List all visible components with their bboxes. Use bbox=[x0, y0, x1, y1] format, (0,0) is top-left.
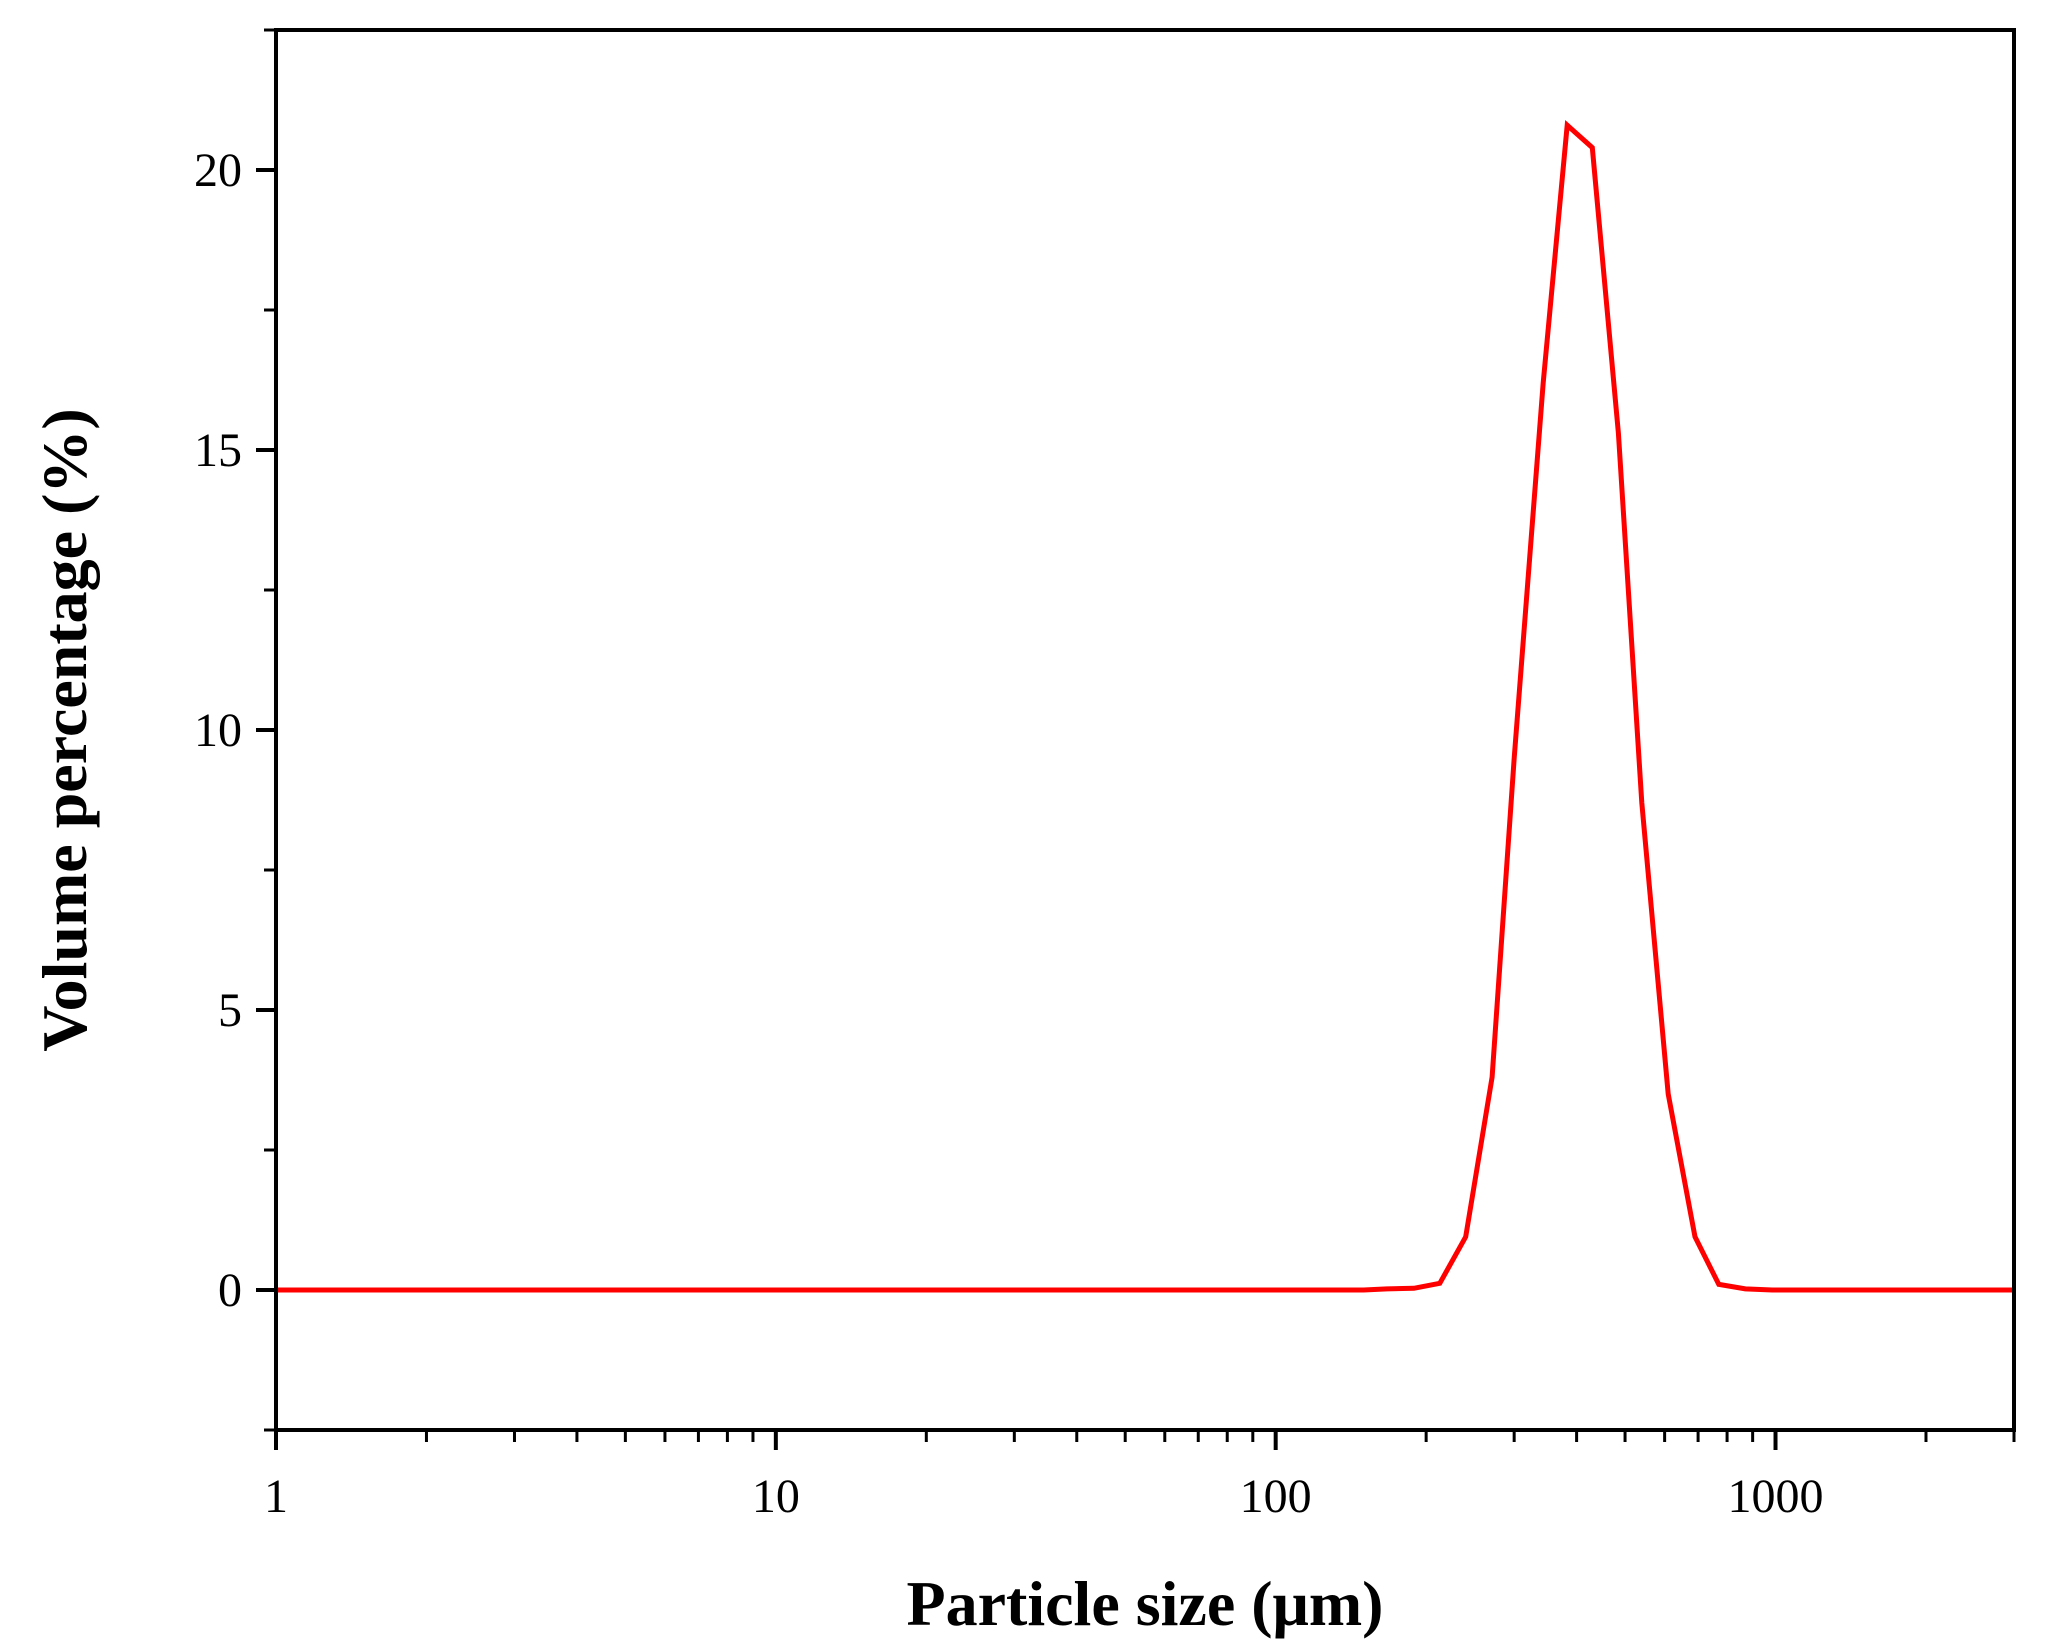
y-tick-label: 20 bbox=[194, 144, 242, 197]
y-tick-label: 15 bbox=[194, 424, 242, 477]
y-tick-label: 10 bbox=[194, 704, 242, 757]
series-layer bbox=[276, 120, 2014, 1293]
plot-frame bbox=[274, 28, 2016, 1432]
x-axis-title: Particle size (μm) bbox=[907, 1568, 1384, 1639]
x-tick-label: 10 bbox=[752, 1470, 800, 1523]
x-tick-label: 100 bbox=[1240, 1470, 1312, 1523]
y-tick-label: 5 bbox=[218, 984, 242, 1037]
x-tick-label: 1000 bbox=[1728, 1470, 1824, 1523]
x-tick-label: 1 bbox=[264, 1470, 288, 1523]
y-axis-title: Volume percentage (%) bbox=[29, 408, 100, 1051]
ticks-layer: 1 10 100 1000 0 5 10 15 20 bbox=[194, 28, 2016, 1523]
series-line bbox=[276, 120, 2014, 1293]
y-tick-label: 0 bbox=[218, 1264, 242, 1317]
